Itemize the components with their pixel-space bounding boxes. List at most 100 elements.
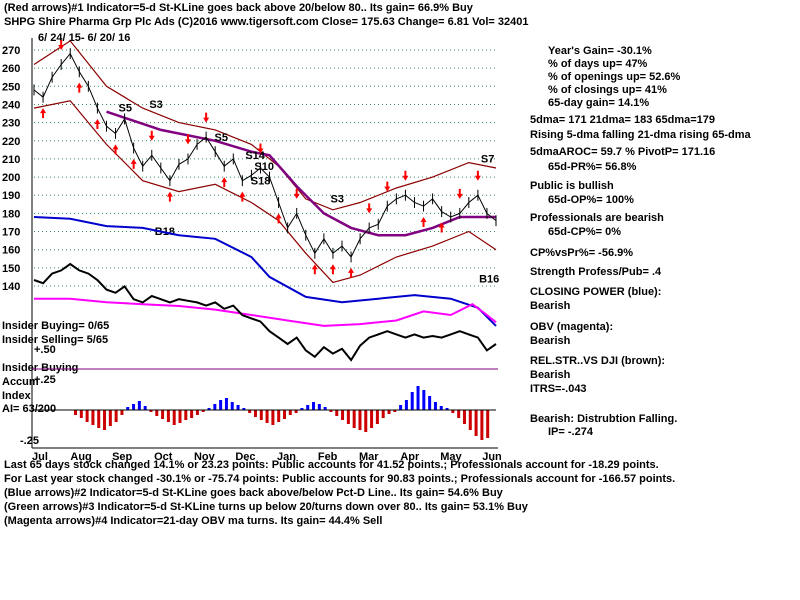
accum-bar [120, 410, 124, 415]
obv-title: OBV (magenta): [530, 321, 613, 333]
sell-arrow-icon [148, 130, 155, 141]
obv-series [34, 297, 497, 327]
accum-bar [416, 386, 420, 410]
accum-bar [358, 410, 362, 430]
accum-bar [126, 407, 130, 410]
accum-bar [149, 410, 153, 412]
y-tick-label: 140 [2, 281, 20, 293]
month-labels: Jul Aug Sep Oct Nov Dec Jan Feb Mar Apr May Jun [32, 451, 502, 463]
month-label: Nov [194, 451, 216, 463]
signal-mark: S7 [481, 154, 494, 166]
buy-arrow-icon [420, 217, 427, 228]
accum-bar [143, 406, 147, 410]
accum-bar [288, 410, 292, 415]
accum-bar [277, 410, 281, 422]
accum-bar [97, 410, 101, 428]
month-label: Apr [400, 451, 420, 463]
accum-bar [259, 410, 263, 420]
accum-bar [283, 410, 286, 419]
sell-arrow-icon [384, 181, 391, 192]
y-tick-labels: 270 260 250 240 230 220 210 200 190 180 170 160 150 1… [2, 45, 20, 293]
itrs-value: ITRS=-.043 [530, 383, 587, 395]
signal-mark: B16 [479, 273, 499, 285]
accum-bar [294, 410, 298, 413]
accum-bar [370, 410, 374, 428]
closing-power-title: CLOSING POWER (blue): [530, 286, 661, 298]
date-range: 6/ 24/ 15- 6/ 20/ 16 [38, 32, 130, 44]
accum-bar [155, 410, 159, 416]
accum-bar [457, 410, 461, 418]
buy-arrow-icon [221, 177, 228, 188]
accum-bar [410, 392, 414, 410]
month-label: Dec [235, 451, 255, 463]
insider-buying-label-2: Insider Buying [2, 362, 78, 374]
accum-bar [108, 410, 112, 426]
closings-up: % of closings up= 41% [548, 84, 667, 96]
lower-band-line [33, 100, 497, 284]
ip-value: IP= -.274 [548, 426, 594, 438]
y-tick-label: 190 [2, 190, 20, 202]
index-label: Index [2, 390, 32, 402]
accum-bar [428, 396, 432, 410]
sell-arrow-icon [456, 188, 463, 199]
accum-bar [335, 410, 339, 416]
accum-bar [486, 410, 490, 438]
dma-values: 5dma= 171 21dma= 183 65dma=179 [530, 114, 715, 126]
accum-bar [201, 410, 205, 412]
plus50-label: +.50 [34, 344, 56, 356]
signal-mark: S5 [119, 103, 132, 115]
relstr-line [33, 262, 497, 362]
footer-line4: (Green arrows)#3 Indicator=5-d St-KLine … [4, 501, 529, 513]
obv-line [34, 297, 497, 327]
accum-bar [85, 410, 89, 422]
buy-arrow-icon [112, 144, 119, 155]
accum-bar [91, 410, 95, 425]
minus25-label: -.25 [20, 435, 39, 447]
ma65-line [106, 110, 496, 237]
buy-arrow-icon [40, 108, 47, 119]
price-line [33, 52, 497, 258]
accum-bar [248, 410, 252, 413]
sell-arrow-icon [203, 112, 210, 123]
y-tick-label: 220 [2, 136, 20, 148]
accum-bar [346, 410, 350, 424]
signal-mark: S3 [331, 193, 344, 205]
header-line2: SHPG Shire Pharma Grp Plc Ads (C)2016 ww… [4, 16, 528, 28]
accum-bar [195, 410, 199, 415]
buy-arrow-icon [130, 158, 137, 169]
month-label: Jan [277, 451, 296, 463]
accum-bar [265, 410, 269, 423]
insider-buying-label: Insider Buying= 0/65 [2, 320, 109, 332]
pros-bearish: Professionals are bearish [530, 212, 664, 224]
accum-bar [271, 410, 275, 425]
accum-bar [393, 410, 397, 412]
signal-mark: S10 [254, 161, 274, 173]
closing-power-series [33, 216, 497, 327]
cp-percent: 65d-CP%= 0% [548, 226, 621, 238]
pr-percent: 65d-PR%= 56.8% [548, 161, 637, 173]
distribution-status: Bearish: Distrubtion Falling. [530, 413, 677, 425]
strength-ratio: Strength Profess/Pub= .4 [530, 266, 662, 278]
accum-bar [468, 410, 472, 430]
accum-bar [300, 408, 304, 410]
accum-label: Accum [2, 376, 39, 388]
obv-status: Bearish [530, 335, 571, 347]
accum-bar [166, 410, 170, 422]
footer-line2: For Last year stock changed -30.1% or -7… [4, 473, 675, 485]
footer-line3: (Blue arrows)#2 Indicator=5-d St-KLine g… [4, 487, 504, 499]
accum-bar [253, 410, 257, 417]
ai-label: AI= 63/200 [2, 403, 56, 415]
month-label: Jul [32, 451, 48, 463]
dma-direction: Rising 5-dma falling 21-dma rising 65-dm… [530, 129, 752, 141]
y-tick-label: 180 [2, 208, 20, 220]
accum-bar [230, 402, 234, 410]
buy-arrow-icon [94, 118, 101, 129]
signal-mark: S18 [251, 175, 271, 187]
footer-line5: (Magenta arrows)#4 Indicator=21-day OBV … [4, 515, 382, 527]
accumulation-index [34, 386, 496, 440]
y-tick-label: 200 [2, 172, 20, 184]
days-up: % of days up= 47% [548, 58, 648, 70]
accum-bar [381, 410, 385, 418]
accum-bar [213, 404, 217, 410]
